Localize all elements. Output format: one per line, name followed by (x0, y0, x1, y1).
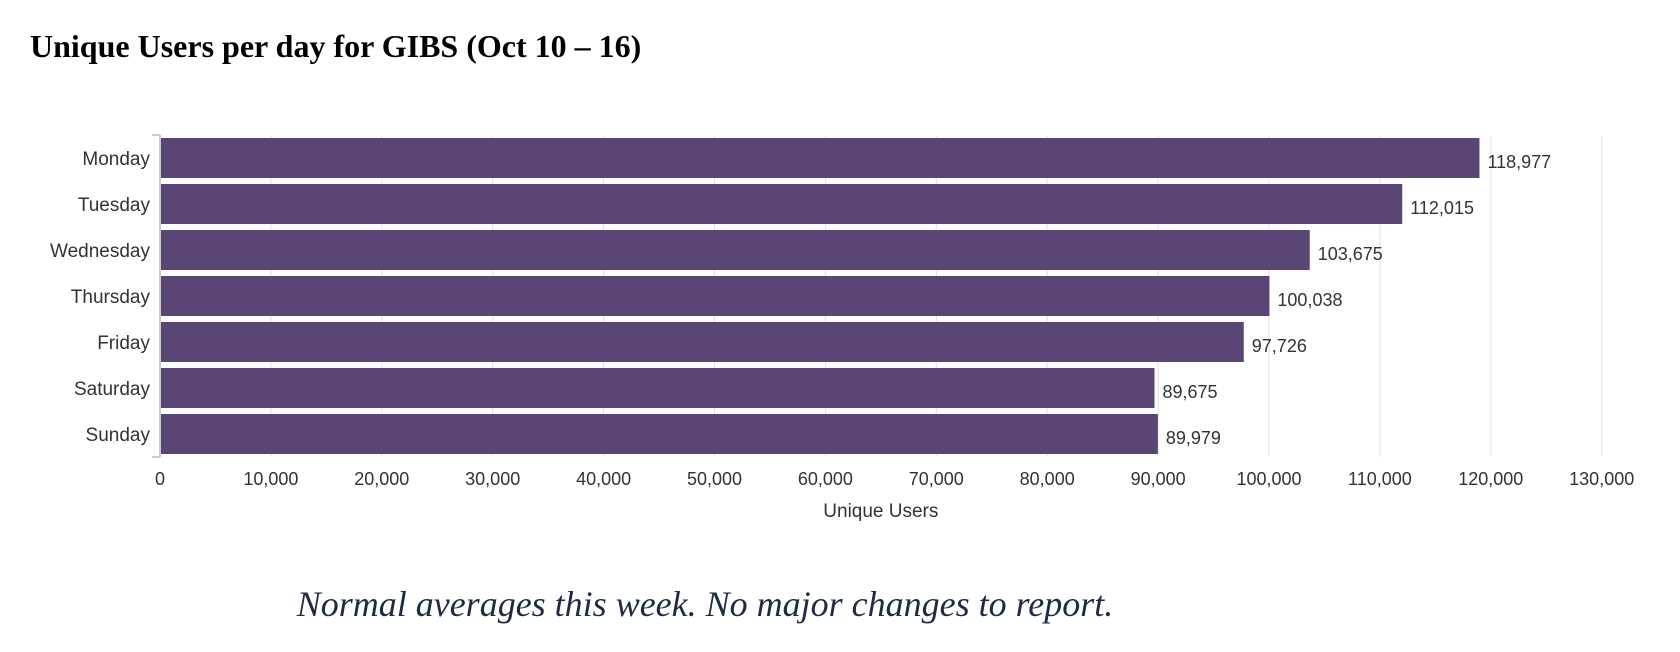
category-label: Friday (97, 333, 150, 354)
x-tick-label: 130,000 (1569, 469, 1634, 489)
x-axis-title: Unique Users (823, 501, 938, 522)
x-tick-label: 40,000 (576, 469, 631, 489)
x-tick-label: 120,000 (1458, 469, 1523, 489)
value-label: 89,675 (1162, 382, 1217, 402)
value-label: 97,726 (1252, 336, 1307, 356)
category-label: Saturday (74, 379, 151, 400)
bar (161, 184, 1403, 224)
x-tick-label: 90,000 (1131, 469, 1186, 489)
bar (161, 138, 1480, 178)
category-label: Tuesday (78, 195, 151, 216)
labels: 0 10,000 20,000 30,000 40,000 50,000 60,000 70,… (50, 149, 1634, 522)
bar (161, 368, 1155, 408)
bar (161, 322, 1244, 362)
bars (161, 138, 1480, 454)
bar (161, 276, 1270, 316)
x-tick-label: 110,000 (1348, 469, 1412, 489)
value-label: 118,977 (1487, 152, 1551, 172)
value-label: 112,015 (1410, 198, 1474, 218)
x-tick-label: 20,000 (354, 469, 409, 489)
bar (161, 414, 1158, 454)
value-label: 100,038 (1277, 290, 1342, 310)
x-tick-label: 50,000 (687, 469, 742, 489)
category-label: Monday (82, 149, 150, 170)
x-tick-label: 30,000 (465, 469, 520, 489)
x-tick-label: 10,000 (243, 469, 298, 489)
value-label: 103,675 (1318, 244, 1383, 264)
category-label: Wednesday (50, 241, 150, 262)
x-tick-label: 100,000 (1236, 469, 1301, 489)
x-tick-label: 0 (155, 469, 165, 489)
value-label: 89,979 (1166, 428, 1221, 448)
bar-chart: 0 10,000 20,000 30,000 40,000 50,000 60,000 70,… (50, 134, 1634, 522)
x-tick-label: 80,000 (1020, 469, 1075, 489)
x-tick-label: 60,000 (798, 469, 853, 489)
category-label: Sunday (86, 425, 151, 446)
x-tick-label: 70,000 (909, 469, 964, 489)
category-label: Thursday (71, 287, 151, 308)
summary-note: Normal averages this week. No major chan… (296, 584, 1114, 624)
page-title: Unique Users per day for GIBS (Oct 10 – … (30, 28, 642, 64)
axes (152, 134, 161, 458)
bar (161, 230, 1310, 270)
